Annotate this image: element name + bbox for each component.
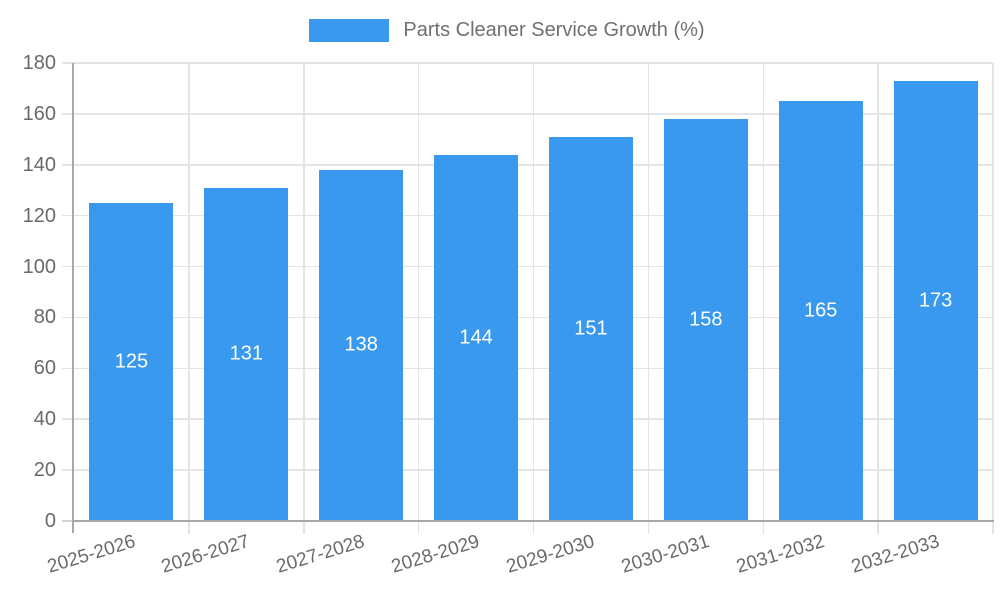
bar[interactable]: 125 bbox=[89, 202, 174, 521]
bar[interactable]: 144 bbox=[434, 154, 519, 521]
h-gridline bbox=[62, 164, 993, 166]
bar-value-label: 144 bbox=[459, 326, 493, 349]
bar[interactable]: 173 bbox=[893, 80, 978, 521]
y-tick-label: 40 bbox=[33, 408, 56, 431]
x-tick-label: 2026-2027 bbox=[159, 531, 253, 578]
x-tick-label: 2028-2029 bbox=[389, 531, 483, 578]
h-gridline bbox=[62, 265, 993, 268]
h-gridline bbox=[62, 316, 993, 319]
y-tick-label: 60 bbox=[33, 357, 56, 380]
y-tick-label: 80 bbox=[33, 306, 56, 329]
h-gridline bbox=[62, 418, 993, 420]
y-tick-label: 160 bbox=[22, 102, 56, 125]
y-tick-label: 180 bbox=[22, 52, 56, 74]
v-gridline bbox=[877, 63, 879, 534]
bar-value-label: 125 bbox=[114, 350, 149, 373]
legend[interactable]: Parts Cleaner Service Growth (%) bbox=[0, 19, 1000, 42]
v-gridline bbox=[417, 63, 420, 534]
bar[interactable]: 158 bbox=[663, 118, 748, 521]
x-tick-label: 2025-2026 bbox=[44, 531, 138, 578]
x-tick-label: 2032-2033 bbox=[848, 531, 942, 578]
bar-value-label: 165 bbox=[804, 299, 838, 322]
legend-swatch bbox=[309, 19, 390, 42]
bar[interactable]: 151 bbox=[548, 136, 633, 521]
bar-value-label: 131 bbox=[229, 342, 263, 365]
h-gridline bbox=[62, 367, 993, 370]
h-gridline bbox=[62, 469, 993, 471]
bar[interactable]: 131 bbox=[204, 187, 289, 521]
x-tick-label: 2031-2032 bbox=[733, 531, 827, 578]
y-tick-label: 100 bbox=[22, 255, 56, 278]
bar[interactable]: 138 bbox=[319, 169, 404, 521]
v-gridline bbox=[532, 63, 535, 534]
h-gridline bbox=[62, 62, 993, 64]
x-tick-label: 2029-2030 bbox=[504, 531, 598, 578]
bar-value-label: 173 bbox=[918, 289, 953, 312]
y-tick-label: 20 bbox=[33, 459, 56, 482]
v-gridline bbox=[303, 63, 305, 534]
legend-label: Parts Cleaner Service Growth (%) bbox=[403, 19, 705, 41]
bar-value-label: 138 bbox=[344, 333, 378, 356]
bar[interactable]: 165 bbox=[778, 101, 863, 521]
x-tick-label: 2030-2031 bbox=[618, 531, 712, 578]
y-tick-label: 120 bbox=[22, 204, 56, 227]
h-gridline bbox=[62, 113, 993, 115]
v-gridline bbox=[188, 63, 190, 534]
x-tick-label: 2027-2028 bbox=[274, 531, 368, 578]
x-axis-line bbox=[72, 520, 994, 522]
h-gridline bbox=[62, 214, 993, 217]
v-gridline bbox=[992, 63, 994, 534]
bar-value-label: 158 bbox=[689, 308, 723, 331]
y-axis-line bbox=[72, 63, 74, 533]
y-tick-label: 140 bbox=[22, 153, 56, 176]
y-tick-label: 0 bbox=[44, 510, 56, 532]
bar-value-label: 151 bbox=[574, 317, 608, 340]
y-tick bbox=[62, 520, 74, 522]
v-gridline bbox=[647, 63, 650, 534]
v-gridline bbox=[762, 63, 764, 534]
